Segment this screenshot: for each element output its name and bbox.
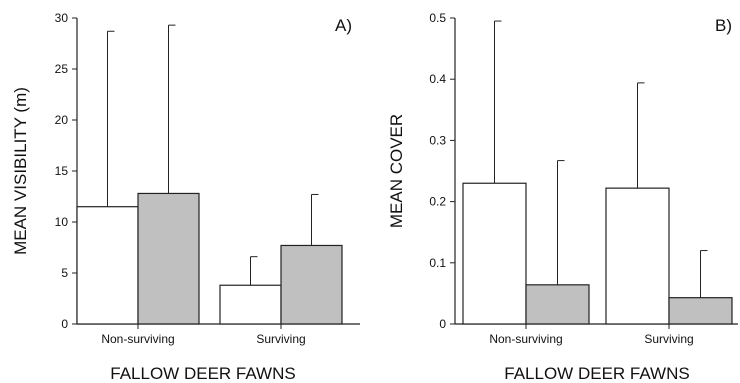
y-axis-label: MEAN COVER xyxy=(387,114,406,228)
y-tick-label: 0.3 xyxy=(429,133,446,147)
y-tick-label: 15 xyxy=(55,164,69,178)
x-tick-label: Non-surviving xyxy=(101,332,174,346)
y-tick-label: 0.4 xyxy=(429,72,446,86)
bar xyxy=(219,284,282,325)
y-tick-label: 0 xyxy=(439,317,446,331)
x-tick-label: Non-surviving xyxy=(489,332,562,346)
bar xyxy=(280,244,343,325)
x-axis-label: FALLOW DEER FAWNS xyxy=(110,364,295,383)
chart-panel-b: B) MEAN COVER FALLOW DEER FAWNS 0 0.1 0.2 0… xyxy=(387,11,738,383)
bar xyxy=(137,192,200,325)
bar xyxy=(462,182,527,325)
chart-panel-a: A) MEAN VISIBILITY (m) FALLOW DEER FAWNS… xyxy=(11,11,360,383)
y-tick-label: 0.5 xyxy=(429,11,446,25)
y-tick-label: 10 xyxy=(55,215,69,229)
panel-label: A) xyxy=(335,16,352,35)
bar xyxy=(605,187,670,325)
x-axis-label: FALLOW DEER FAWNS xyxy=(504,364,689,383)
bar xyxy=(668,297,733,325)
x-tick-label: Surviving xyxy=(644,332,693,346)
panel-label: B) xyxy=(715,16,732,35)
y-tick-label: 0 xyxy=(61,317,68,331)
bar xyxy=(525,284,590,325)
y-tick-label: 30 xyxy=(55,11,69,25)
y-tick-label: 25 xyxy=(55,62,69,76)
y-tick-label: 20 xyxy=(55,113,69,127)
y-tick-label: 5 xyxy=(61,266,68,280)
x-tick-label: Surviving xyxy=(256,332,305,346)
y-axis-label: MEAN VISIBILITY (m) xyxy=(11,87,30,255)
y-tick-label: 0.1 xyxy=(429,256,446,270)
bar xyxy=(76,206,139,325)
y-tick-label: 0.2 xyxy=(429,195,446,209)
